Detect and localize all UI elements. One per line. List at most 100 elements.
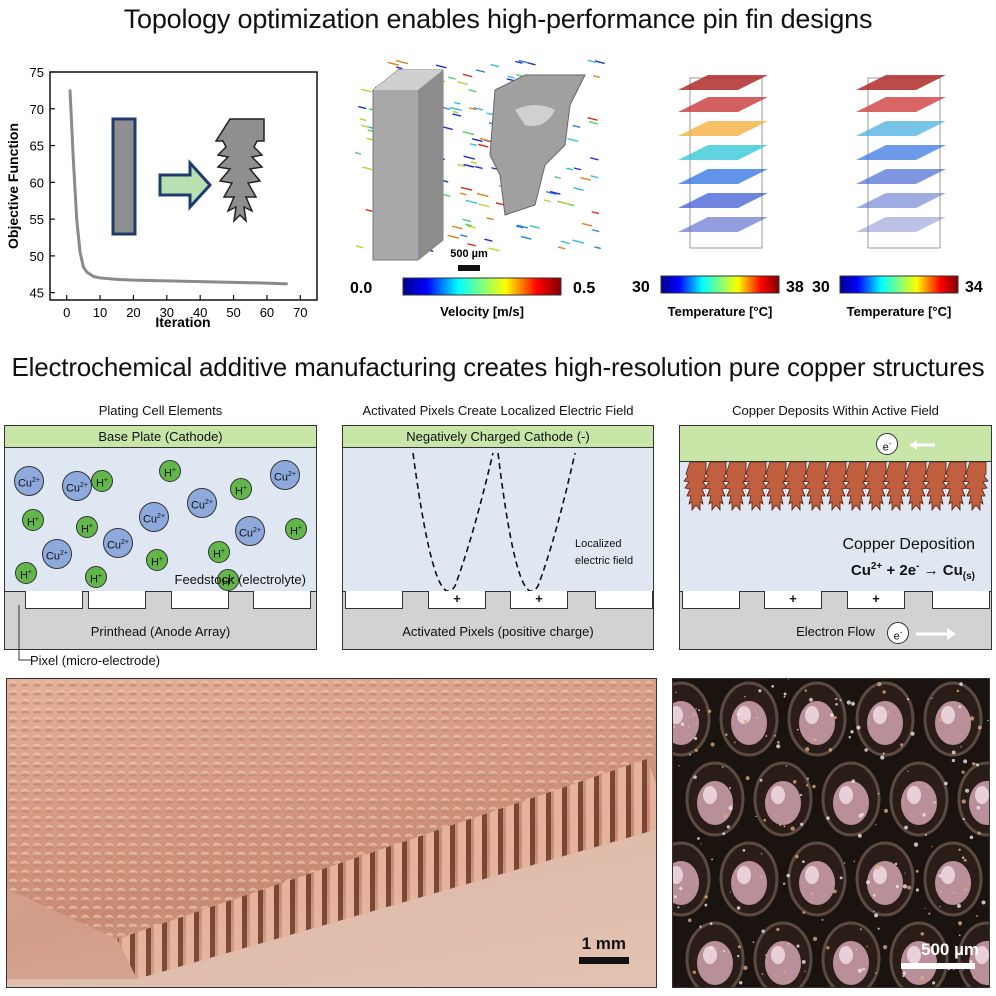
speckle <box>744 695 746 698</box>
speckle <box>977 831 981 835</box>
velocity-vector <box>474 165 483 170</box>
velocity-vector <box>463 155 476 160</box>
velocity-vector <box>529 225 540 229</box>
fin-tip <box>765 941 801 985</box>
speckle <box>843 862 846 864</box>
speckle <box>958 848 961 852</box>
velocity-vector <box>457 81 468 85</box>
speckle <box>743 965 748 971</box>
speckle <box>969 960 973 964</box>
speckle <box>864 748 868 752</box>
cell1-cathode: Base Plate (Cathode) <box>5 426 316 448</box>
speckle <box>810 892 814 895</box>
speckle <box>687 918 692 923</box>
velocity-vector <box>520 235 532 240</box>
cell3-cathode <box>680 426 991 462</box>
velocity-label: Velocity [m/s] <box>440 304 524 319</box>
speckle <box>873 894 876 897</box>
velocity-vector <box>573 167 582 171</box>
temperature-colorbar-1 <box>660 275 780 294</box>
velocity-vector <box>460 234 468 238</box>
speckle <box>759 778 763 782</box>
electric-field-lines <box>412 452 576 592</box>
velocity-vector <box>486 217 494 221</box>
copper-fin <box>723 462 749 512</box>
speckle <box>776 740 780 744</box>
velocity-vector <box>447 76 456 80</box>
speckle <box>962 969 964 971</box>
fin-tip <box>731 861 767 905</box>
speckle <box>693 736 698 741</box>
x-tick-label: 40 <box>193 305 207 320</box>
speckle <box>931 845 933 848</box>
velocity-vector <box>581 222 593 227</box>
speckle <box>926 785 929 788</box>
copper-array-texture <box>7 679 656 987</box>
speckle <box>764 954 768 957</box>
fin-tip <box>799 701 835 745</box>
speckle <box>910 731 915 736</box>
cu-ion: Cu2+ <box>42 539 72 569</box>
velocity-vector <box>470 161 478 165</box>
speckle <box>678 764 680 767</box>
velocity-vector <box>490 63 500 68</box>
speckle <box>883 808 888 813</box>
cell3-pixel-1 <box>682 591 740 609</box>
speckle <box>760 875 763 878</box>
velocity-panel: 500 µm 0.0 0.5 Velocity [m/s] <box>345 50 615 325</box>
speckle <box>776 744 781 749</box>
chart-point <box>92 275 95 278</box>
x-tick-label: 30 <box>160 305 174 320</box>
speckle <box>786 873 790 878</box>
speckle <box>963 858 967 862</box>
temp2-label: Temperature [°C] <box>847 304 952 319</box>
speckle <box>830 713 834 717</box>
y-tick-label: 75 <box>30 65 44 80</box>
temp1-label: Temperature [°C] <box>668 304 773 319</box>
velocity-vector <box>395 59 409 65</box>
cell2-title: Activated Pixels Create Localized Electr… <box>362 403 634 418</box>
velocity-vector <box>549 190 561 195</box>
velocity-vector <box>587 117 598 121</box>
speckle <box>828 748 833 752</box>
speckle <box>961 770 965 774</box>
speckle <box>776 927 780 932</box>
speckle <box>848 736 851 739</box>
velocity-vector <box>589 157 599 161</box>
inset-arrow-icon <box>158 159 213 211</box>
velocity-vector <box>580 176 591 181</box>
speckle <box>704 903 708 907</box>
speckle <box>951 758 956 763</box>
speckle <box>698 709 700 712</box>
velocity-vector <box>471 138 483 143</box>
velocity-vector <box>469 143 478 147</box>
speckle <box>958 934 961 937</box>
velocity-vector <box>557 246 566 250</box>
velocity-vector <box>516 224 528 229</box>
speckle <box>904 872 906 874</box>
speckle <box>833 716 837 720</box>
fin-highlight <box>737 866 751 884</box>
velocity-vector <box>593 75 600 79</box>
speckle <box>875 865 880 870</box>
pixel-callout-line <box>18 605 32 661</box>
speckle <box>907 885 912 890</box>
speckle <box>963 887 968 892</box>
speckle <box>902 884 908 889</box>
speckle <box>877 681 882 687</box>
pixel-callout-label: Pixel (micro-electrode) <box>30 653 161 668</box>
velocity-vector <box>457 163 466 168</box>
velocity-vector <box>592 229 600 233</box>
speckle <box>853 860 856 863</box>
velocity-vector <box>559 201 570 206</box>
speckle <box>924 907 926 910</box>
cell1-title: Plating Cell Elements <box>98 403 223 418</box>
velocity-vector <box>435 64 447 69</box>
chart-point <box>85 270 88 274</box>
speckle <box>795 854 799 859</box>
velocity-vector <box>590 175 599 179</box>
velocity-vector <box>463 163 475 168</box>
speckle <box>739 981 743 985</box>
speckle <box>783 825 786 828</box>
velocity-vector <box>475 69 486 73</box>
